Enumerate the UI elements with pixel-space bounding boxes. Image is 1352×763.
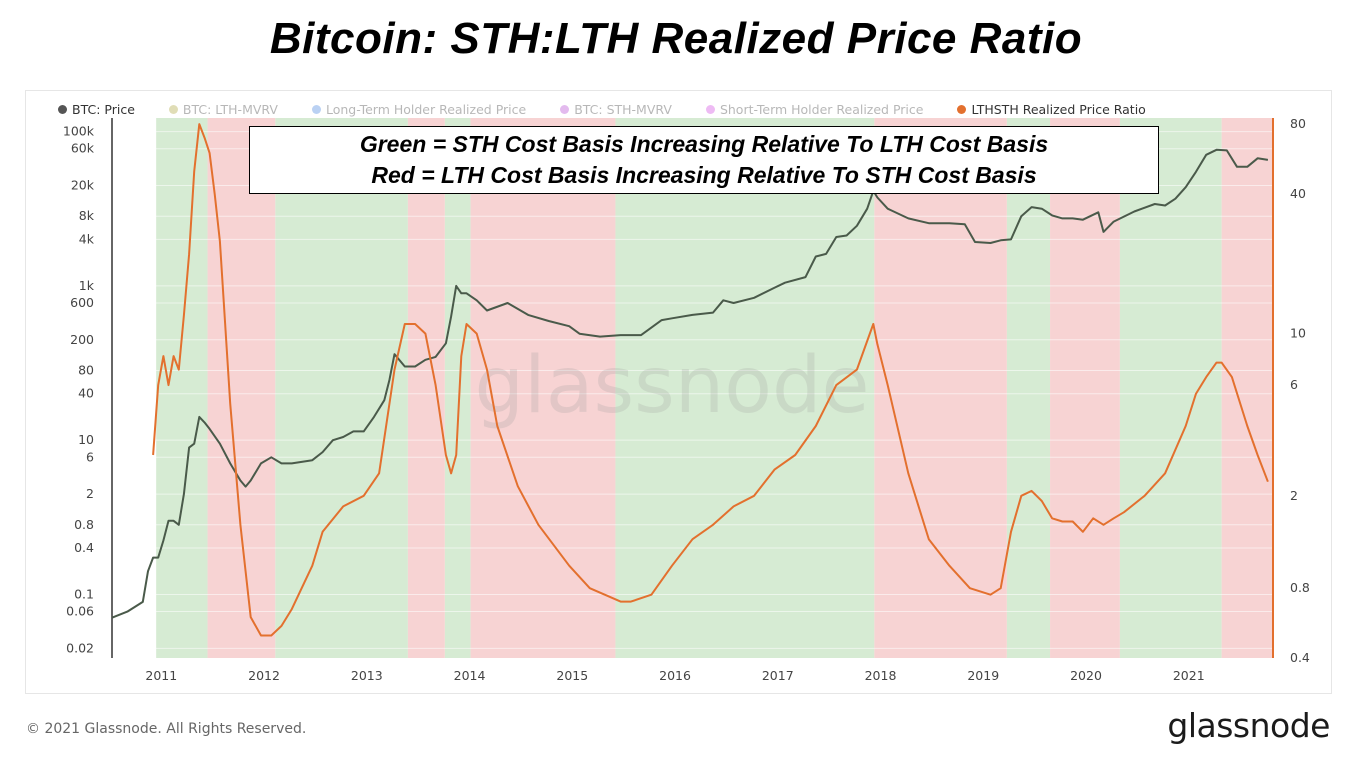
x-tick-label: 2019 bbox=[967, 668, 999, 683]
lthsth-ratio-line bbox=[152, 123, 1269, 637]
y-left-tick-label: 1k bbox=[79, 278, 95, 293]
legend-label: BTC: Price bbox=[72, 101, 135, 117]
y-left-tick-label: 8k bbox=[79, 208, 95, 223]
legend-dot-icon bbox=[705, 104, 715, 114]
y-left-tick-label: 0.4 bbox=[74, 540, 94, 555]
regime-band-green bbox=[1119, 118, 1222, 658]
regime-band-green bbox=[156, 118, 208, 658]
chart-legend: BTC: Price BTC: LTH-MVRV Long-Term Holder … bbox=[58, 100, 1180, 118]
y-right-tick-label: 40 bbox=[1290, 186, 1306, 201]
y-left-tick-label: 2 bbox=[86, 486, 94, 501]
legend-label: Short-Term Holder Realized Price bbox=[719, 101, 924, 117]
y-right-tick-label: 80 bbox=[1290, 116, 1306, 131]
legend-item-2[interactable]: Long-Term Holder Realized Price bbox=[311, 100, 527, 118]
y-left-tick-label: 0.02 bbox=[66, 640, 94, 655]
legend-dot-icon bbox=[311, 104, 321, 114]
regime-band-red bbox=[1221, 118, 1273, 658]
regime-band-red bbox=[207, 118, 276, 658]
y-left-tick-label: 60k bbox=[71, 141, 95, 156]
x-tick-label: 2016 bbox=[659, 668, 691, 683]
legend-item-4[interactable]: Short-Term Holder Realized Price bbox=[705, 100, 924, 118]
btc-price-line bbox=[111, 148, 1269, 619]
y-right-tick-label: 2 bbox=[1290, 488, 1298, 503]
legend-item-5[interactable]: LTHSTH Realized Price Ratio bbox=[957, 100, 1146, 118]
x-tick-label: 2013 bbox=[351, 668, 383, 683]
x-tick-label: 2014 bbox=[454, 668, 486, 683]
y-left-tick-label: 4k bbox=[79, 231, 95, 246]
x-tick-label: 2017 bbox=[762, 668, 794, 683]
y-right-tick-label: 0.8 bbox=[1290, 580, 1310, 595]
x-tick-label: 2015 bbox=[556, 668, 588, 683]
annotation-line-green: Green = STH Cost Basis Increasing Relati… bbox=[359, 131, 1049, 157]
x-tick-label: 2021 bbox=[1173, 668, 1205, 683]
legend-label: BTC: LTH-MVRV bbox=[182, 101, 278, 117]
x-tick-label: 2018 bbox=[865, 668, 897, 683]
legend-item-3[interactable]: BTC: STH-MVRV bbox=[560, 100, 672, 118]
legend-dot-icon bbox=[168, 104, 178, 114]
y-left-tick-label: 0.1 bbox=[74, 586, 94, 601]
y-left-tick-label: 80 bbox=[78, 362, 94, 377]
legend-item-1[interactable]: BTC: LTH-MVRV bbox=[168, 100, 278, 118]
regime-band-green bbox=[1006, 118, 1051, 658]
y-left-tick-label: 0.06 bbox=[66, 604, 94, 619]
chart-title: Bitcoin: STH:LTH Realized Price Ratio bbox=[269, 14, 1083, 63]
y-right-tick-label: 10 bbox=[1290, 326, 1306, 341]
annotation-box: Green = STH Cost Basis Increasing Relati… bbox=[249, 126, 1159, 194]
glassnode-logo: glassnode bbox=[1167, 706, 1330, 745]
y-left-tick-label: 0.8 bbox=[74, 517, 94, 532]
regime-band-red bbox=[407, 118, 445, 658]
y-right-tick-label: 0.4 bbox=[1290, 650, 1310, 665]
regime-band-red bbox=[874, 118, 1007, 658]
legend-item-0[interactable]: BTC: Price bbox=[58, 100, 135, 118]
y-left-tick-label: 200 bbox=[70, 332, 94, 347]
regime-band-red bbox=[470, 118, 616, 658]
y-left-tick-label: 6 bbox=[86, 449, 94, 464]
regime-band-green bbox=[615, 118, 875, 658]
annotation-line-red: Red = LTH Cost Basis Increasing Relative… bbox=[371, 162, 1037, 188]
regime-band-green bbox=[444, 118, 471, 658]
x-tick-label: 2020 bbox=[1070, 668, 1102, 683]
y-left-tick-label: 100k bbox=[63, 124, 95, 139]
y-left-tick-label: 10 bbox=[78, 432, 94, 447]
x-tick-label: 2011 bbox=[145, 668, 177, 683]
legend-dot-icon bbox=[58, 104, 67, 114]
watermark-text: glassnode bbox=[475, 341, 870, 431]
y-left-tick-label: 20k bbox=[71, 178, 95, 193]
regime-band-red bbox=[1050, 118, 1120, 658]
x-tick-label: 2012 bbox=[248, 668, 280, 683]
y-left-tick-label: 600 bbox=[70, 295, 94, 310]
legend-label: BTC: STH-MVRV bbox=[574, 101, 672, 117]
legend-label: LTHSTH Realized Price Ratio bbox=[971, 101, 1146, 117]
legend-dot-icon bbox=[957, 104, 967, 114]
regime-band-green bbox=[275, 118, 408, 658]
y-right-tick-label: 6 bbox=[1290, 377, 1298, 392]
legend-dot-icon bbox=[560, 104, 570, 114]
legend-label: Long-Term Holder Realized Price bbox=[325, 101, 527, 117]
y-left-tick-label: 40 bbox=[78, 386, 94, 401]
copyright-text: © 2021 Glassnode. All Rights Reserved. bbox=[26, 721, 307, 737]
